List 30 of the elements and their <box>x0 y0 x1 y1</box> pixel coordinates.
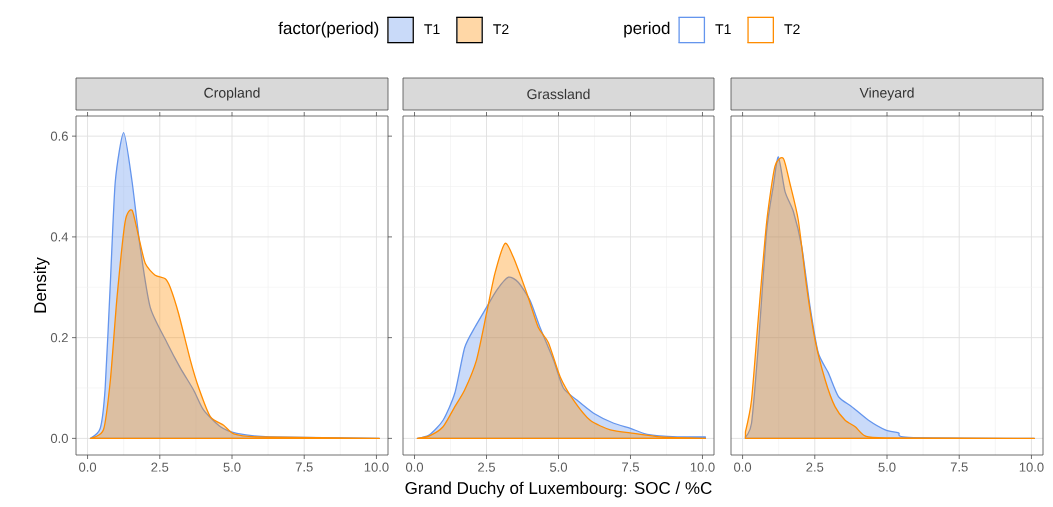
legend-title: period <box>624 21 670 38</box>
x-tick-label: 10.0 <box>1019 462 1044 472</box>
chart-title: Cropland <box>204 87 260 101</box>
chart-title: Grassland <box>527 88 590 100</box>
legend-title: factor(period) <box>278 21 379 38</box>
y-tick-label: 0.4 <box>50 232 69 242</box>
x-tick-label: 7.5 <box>622 462 639 472</box>
y-tick-label: 0.6 <box>50 131 68 141</box>
x-tick-label: 0.0 <box>79 462 97 472</box>
chart-title: Vineyard <box>859 87 914 101</box>
legend-label: T1 <box>715 24 731 34</box>
legend-label: T1 <box>424 24 440 34</box>
x-tick-label: 10.0 <box>364 462 389 472</box>
x-tick-label: 5.0 <box>549 462 568 472</box>
x-tick-label: 2.5 <box>806 462 824 472</box>
y-axis-title: Density <box>33 257 50 313</box>
legend-label: T2 <box>493 24 509 34</box>
x-tick-label: 5.0 <box>878 462 896 472</box>
x-axis-title: Grand Duchy of Luxembourg: SOC / %C <box>405 481 712 498</box>
x-tick-label: 2.5 <box>478 462 495 472</box>
legend-label: T2 <box>784 24 800 34</box>
x-tick-label: 10.0 <box>690 462 715 472</box>
x-tick-label: 5.0 <box>223 462 241 472</box>
x-tick-label: 7.5 <box>950 462 968 472</box>
x-tick-label: 2.5 <box>151 462 169 472</box>
x-tick-label: 0.0 <box>405 462 424 472</box>
y-tick-label: 0.0 <box>50 433 68 443</box>
x-tick-label: 0.0 <box>734 462 752 472</box>
y-tick-label: 0.2 <box>50 333 68 343</box>
x-tick-label: 7.5 <box>295 462 313 472</box>
